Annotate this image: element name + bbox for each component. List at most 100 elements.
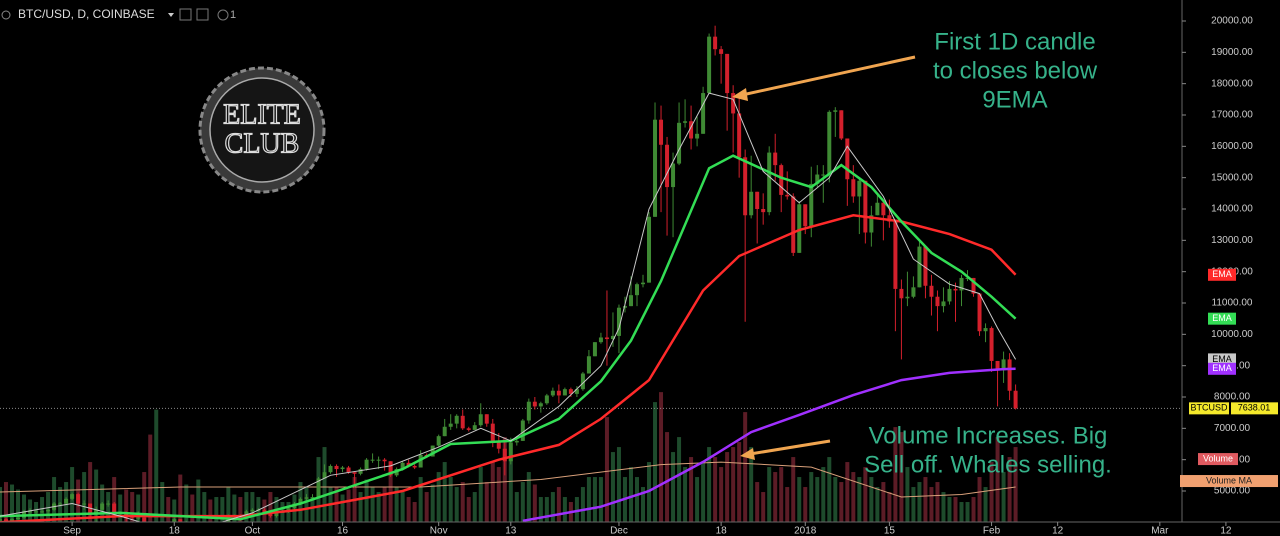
volume-bar <box>310 497 315 522</box>
volume-bar <box>947 497 952 522</box>
candle-body <box>628 295 633 307</box>
volume-bar <box>761 492 766 522</box>
volume-bar <box>743 412 748 522</box>
symbol-title[interactable]: BTC/USD, D, COINBASE <box>18 7 155 21</box>
candle-body <box>496 440 501 449</box>
icon[interactable] <box>196 8 209 21</box>
volume-bar <box>803 487 808 522</box>
volume-bar <box>827 457 832 522</box>
candle-body <box>466 428 471 430</box>
candle-body <box>701 93 706 134</box>
volume-bar <box>388 467 393 522</box>
volume-bar <box>1007 457 1012 522</box>
candle-body <box>514 440 519 443</box>
candle-body <box>767 152 772 213</box>
candle-body <box>863 180 868 233</box>
volume-bar <box>737 442 742 522</box>
candle-body <box>785 194 790 197</box>
volume-bar <box>412 502 417 522</box>
candle-body <box>304 497 309 499</box>
candle-body <box>142 517 147 522</box>
candle-body <box>839 110 844 139</box>
candle-body <box>1013 390 1018 409</box>
candle-body <box>136 517 141 519</box>
candle-body <box>316 478 321 498</box>
candle-body <box>634 284 639 296</box>
candle-body <box>725 53 730 94</box>
candle-body <box>641 282 646 285</box>
candle-body <box>250 509 255 512</box>
candle-body <box>544 395 549 404</box>
candle-body <box>773 152 778 166</box>
volume-bar <box>148 434 153 522</box>
volume-bar <box>520 482 525 522</box>
volume-bar <box>154 409 159 522</box>
candle-body <box>616 307 621 336</box>
candle-body <box>454 415 459 424</box>
volume-bar <box>106 492 111 522</box>
volume-bar <box>10 484 15 522</box>
volume-bar <box>755 482 760 522</box>
ema-axis-label: EMA <box>1212 363 1232 373</box>
annotation-text: Volume Increases. Big <box>869 422 1108 449</box>
candle-body <box>334 465 339 470</box>
volume-bar <box>544 497 549 522</box>
volume-bar <box>574 497 579 522</box>
volume-bar <box>250 492 255 522</box>
price-label: 7638.01 <box>1238 403 1271 413</box>
dropdown-icon[interactable] <box>168 13 174 17</box>
volume-bar <box>82 472 87 522</box>
candle-body <box>827 111 832 175</box>
candle-body <box>647 216 652 283</box>
candle-body <box>917 246 922 288</box>
volume-bar <box>701 462 706 522</box>
volume-bar <box>923 477 928 522</box>
volume-bar <box>304 487 309 522</box>
candle-body <box>376 459 381 461</box>
candle-body <box>803 204 808 227</box>
candle-body <box>328 465 333 473</box>
candle-body <box>851 179 856 197</box>
candle-body <box>172 519 177 522</box>
volume-bar <box>532 484 537 522</box>
volume-bar <box>779 467 784 522</box>
volume-bar <box>244 492 249 522</box>
ema-axis-box <box>1208 353 1236 366</box>
candle-body <box>610 335 615 340</box>
volume-bar <box>562 497 567 522</box>
volume-bar <box>719 467 724 522</box>
x-tick-label: 2018 <box>794 526 817 536</box>
volume-bar <box>935 482 940 522</box>
candle-body <box>556 390 561 396</box>
candle-body <box>520 420 525 441</box>
volume-bar <box>376 492 381 522</box>
candle-body <box>88 503 93 515</box>
candle-body <box>713 36 718 50</box>
annotation-text: 9EMA <box>982 86 1047 113</box>
candle-body <box>977 293 982 332</box>
volume-bar <box>707 447 712 522</box>
candle-body <box>779 165 784 195</box>
candle-body <box>538 403 543 407</box>
logo-text: CLUB <box>225 128 300 159</box>
icon <box>1 10 11 20</box>
x-tick-label: 15 <box>884 526 896 536</box>
ema-axis-box <box>1208 312 1236 325</box>
candle-body <box>478 414 483 426</box>
y-tick-label: 17000.00 <box>1211 110 1253 121</box>
volume-bar <box>995 437 1000 522</box>
volume-bar <box>1013 447 1018 522</box>
ema-axis-label: EMA <box>1212 269 1232 279</box>
icon[interactable] <box>179 8 192 21</box>
volume-bar <box>917 482 922 522</box>
volume-bar <box>610 452 615 522</box>
volume-bar <box>418 477 423 522</box>
volume-bar <box>94 469 99 522</box>
candle-body <box>743 157 748 216</box>
annotation-text: First 1D candle <box>934 28 1095 55</box>
alert-icon[interactable] <box>217 9 229 21</box>
volume-bar <box>1001 472 1006 522</box>
candle-body <box>340 467 345 470</box>
volume-bar <box>478 467 483 522</box>
volume-bar <box>833 477 838 522</box>
